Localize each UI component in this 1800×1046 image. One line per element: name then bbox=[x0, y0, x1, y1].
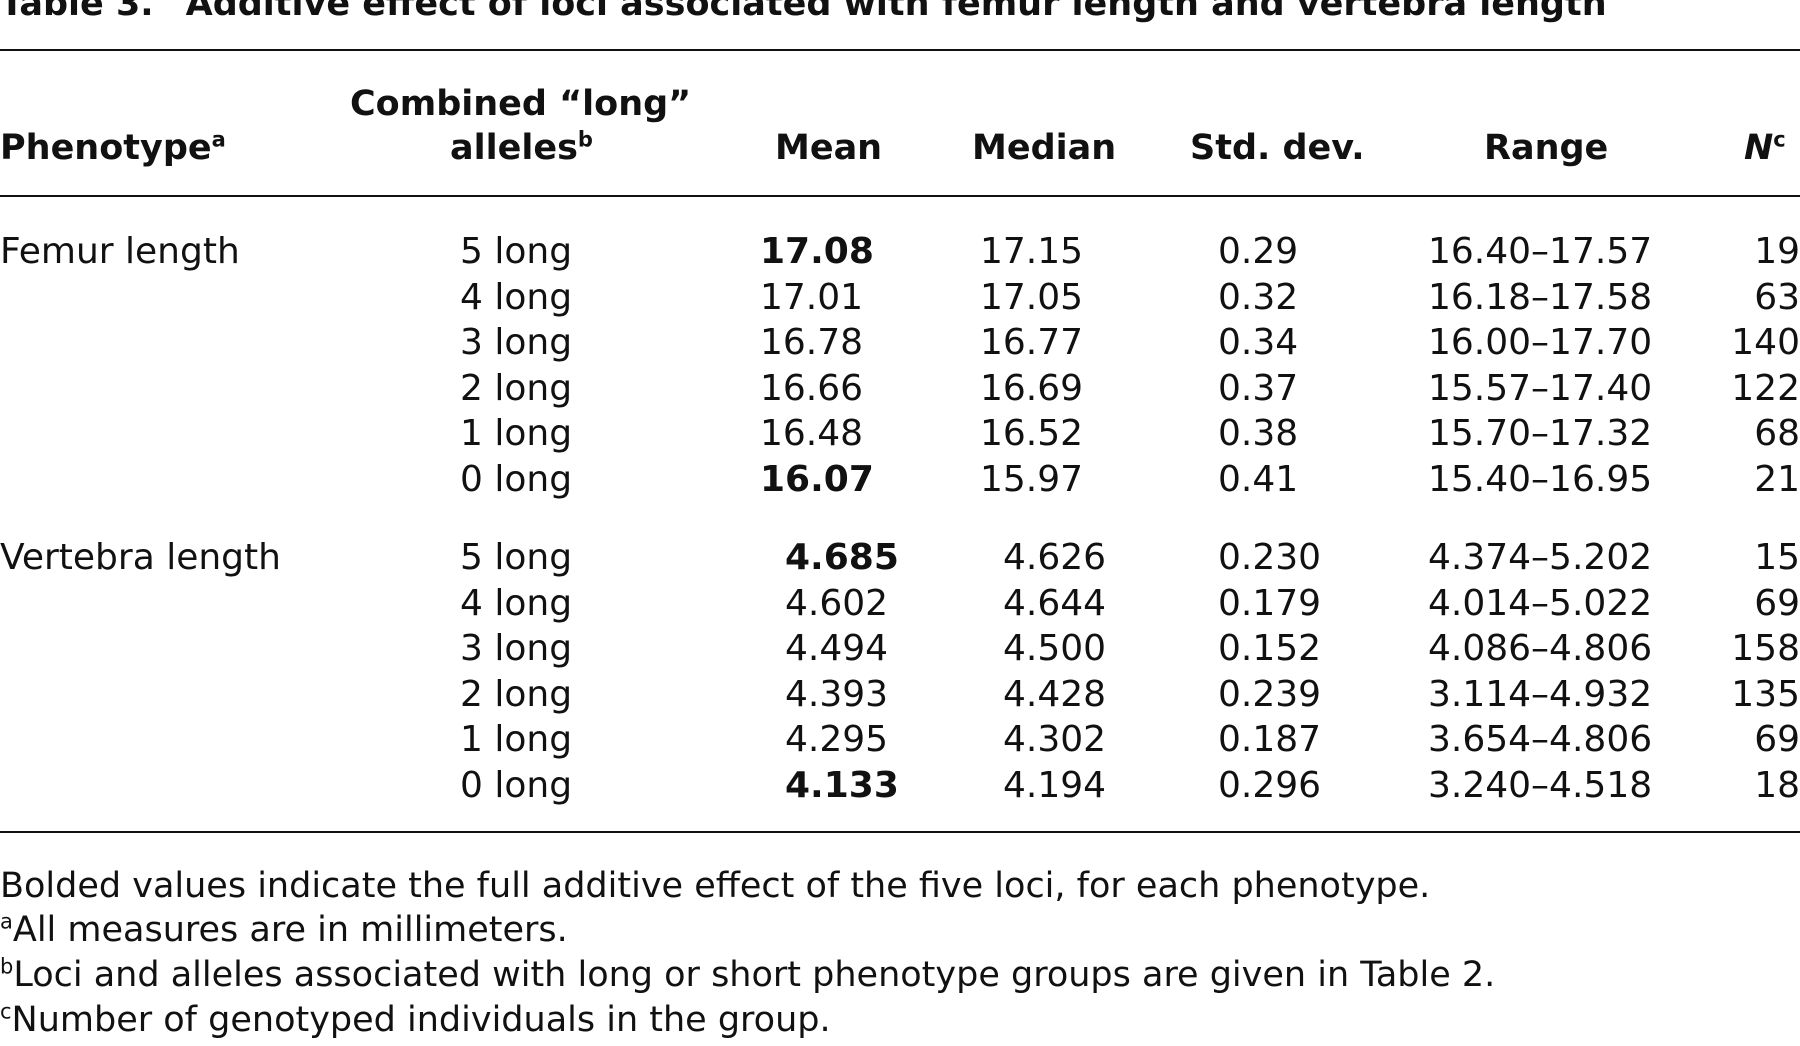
cell-median: 4.428 bbox=[1003, 673, 1107, 715]
cell-alleles: 1 long bbox=[460, 413, 573, 454]
cell-n: 140 bbox=[1731, 322, 1800, 363]
cell-alleles: 4 long bbox=[460, 582, 573, 624]
top-rule bbox=[0, 49, 1800, 51]
cell-mean: 4.295 bbox=[785, 719, 889, 760]
cell-std-dev: 0.230 bbox=[1218, 537, 1322, 578]
table-title: Additive effect of loci associated with … bbox=[185, 0, 1607, 24]
cell-range: 3.114–4.932 bbox=[1428, 673, 1653, 715]
footnote-a: aAll measures are in millimeters. bbox=[0, 909, 568, 950]
cell-mean: 4.393 bbox=[785, 673, 889, 715]
cell-range: 15.40–16.95 bbox=[1428, 458, 1653, 500]
cell-n: 69 bbox=[1754, 719, 1800, 760]
cell-n: 18 bbox=[1754, 764, 1800, 806]
cell-std-dev: 0.239 bbox=[1218, 673, 1322, 715]
cell-std-dev: 0.37 bbox=[1218, 367, 1299, 409]
footnote-c: cNumber of genotyped individuals in the … bbox=[0, 999, 831, 1040]
cell-n: 69 bbox=[1754, 582, 1800, 624]
cell-mean: 4.602 bbox=[785, 582, 889, 624]
cell-range: 16.40–17.57 bbox=[1428, 231, 1653, 272]
cell-range: 4.014–5.022 bbox=[1428, 582, 1653, 624]
cell-std-dev: 0.179 bbox=[1218, 582, 1322, 624]
cell-n: 122 bbox=[1731, 367, 1800, 409]
cell-range: 16.18–17.58 bbox=[1428, 276, 1653, 318]
cell-median: 16.77 bbox=[980, 322, 1084, 363]
cell-alleles: 5 long bbox=[460, 537, 573, 578]
cell-n: 15 bbox=[1754, 537, 1800, 578]
cell-alleles: 1 long bbox=[460, 719, 573, 760]
cell-std-dev: 0.187 bbox=[1218, 719, 1322, 760]
footnote-b: bLoci and alleles associated with long o… bbox=[0, 954, 1496, 995]
cell-range: 16.00–17.70 bbox=[1428, 322, 1653, 363]
cell-median: 15.97 bbox=[980, 458, 1084, 500]
cell-n: 21 bbox=[1754, 458, 1800, 500]
cell-median: 4.626 bbox=[1003, 537, 1107, 578]
cell-range: 4.086–4.806 bbox=[1428, 628, 1653, 669]
cell-alleles: 0 long bbox=[460, 458, 573, 500]
cell-std-dev: 0.32 bbox=[1218, 276, 1299, 318]
cell-median: 4.302 bbox=[1003, 719, 1107, 760]
cell-alleles: 2 long bbox=[460, 673, 573, 715]
cell-alleles: 4 long bbox=[460, 276, 573, 318]
cell-n: 158 bbox=[1731, 628, 1800, 669]
cell-std-dev: 0.296 bbox=[1218, 764, 1322, 806]
footnote-bold: Bolded values indicate the full additive… bbox=[0, 866, 1431, 906]
cell-median: 17.15 bbox=[980, 231, 1084, 272]
cell-std-dev: 0.34 bbox=[1218, 322, 1299, 363]
header-rule bbox=[0, 195, 1800, 197]
cell-alleles: 3 long bbox=[460, 628, 573, 669]
cell-median: 4.644 bbox=[1003, 582, 1107, 624]
cell-std-dev: 0.41 bbox=[1218, 458, 1299, 500]
cell-mean: 4.685 bbox=[785, 537, 899, 578]
header-median: Median bbox=[972, 128, 1117, 168]
cell-n: 135 bbox=[1731, 673, 1800, 715]
header-alleles-line2: allelesb bbox=[450, 127, 593, 168]
header-mean: Mean bbox=[775, 128, 883, 168]
cell-n: 63 bbox=[1754, 276, 1800, 318]
cell-alleles: 2 long bbox=[460, 367, 573, 409]
cell-range: 3.240–4.518 bbox=[1428, 764, 1653, 806]
table-caption: Table 3. Additive effect of loci associat… bbox=[0, 0, 1607, 24]
cell-alleles: 3 long bbox=[460, 322, 573, 363]
cell-median: 4.500 bbox=[1003, 628, 1107, 669]
cell-range: 15.70–17.32 bbox=[1428, 413, 1653, 454]
header-std-dev: Std. dev. bbox=[1190, 128, 1365, 168]
cell-std-dev: 0.29 bbox=[1218, 231, 1299, 272]
cell-range: 15.57–17.40 bbox=[1428, 367, 1653, 409]
cell-mean: 17.08 bbox=[760, 231, 874, 272]
cell-mean: 4.133 bbox=[785, 764, 899, 806]
header-n: Nc bbox=[1744, 127, 1786, 168]
group-label: Vertebra length bbox=[0, 537, 281, 578]
cell-median: 17.05 bbox=[980, 276, 1084, 318]
cell-alleles: 5 long bbox=[460, 231, 573, 272]
cell-range: 4.374–5.202 bbox=[1428, 537, 1653, 578]
bottom-rule bbox=[0, 831, 1800, 833]
cell-mean: 16.48 bbox=[760, 413, 864, 454]
header-alleles-line1: Combined “long” bbox=[350, 84, 692, 124]
cell-mean: 16.07 bbox=[760, 458, 874, 500]
cell-mean: 4.494 bbox=[785, 628, 889, 669]
cell-mean: 16.78 bbox=[760, 322, 864, 363]
cell-mean: 16.66 bbox=[760, 367, 864, 409]
cell-std-dev: 0.152 bbox=[1218, 628, 1322, 669]
cell-median: 16.52 bbox=[980, 413, 1084, 454]
cell-mean: 17.01 bbox=[760, 276, 864, 318]
cell-median: 16.69 bbox=[980, 367, 1084, 409]
cell-n: 68 bbox=[1754, 413, 1800, 454]
group-label: Femur length bbox=[0, 231, 240, 272]
cell-alleles: 0 long bbox=[460, 764, 573, 806]
cell-median: 4.194 bbox=[1003, 764, 1107, 806]
cell-n: 19 bbox=[1754, 231, 1800, 272]
header-phenotype: Phenotypea bbox=[0, 127, 226, 168]
table-label: Table 3. bbox=[0, 0, 154, 24]
cell-std-dev: 0.38 bbox=[1218, 413, 1299, 454]
header-range: Range bbox=[1484, 128, 1609, 168]
cell-range: 3.654–4.806 bbox=[1428, 719, 1653, 760]
